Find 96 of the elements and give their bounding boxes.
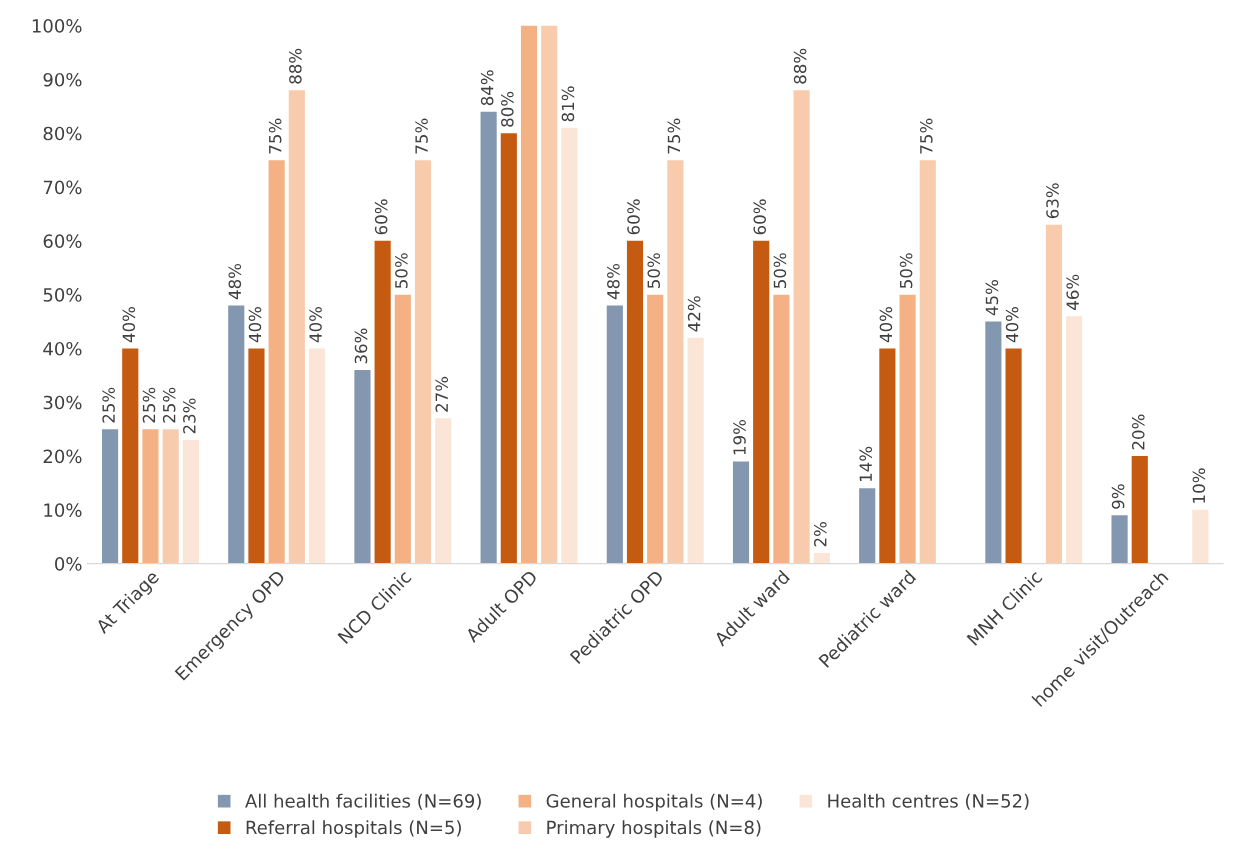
data-label: 75% [919,118,933,154]
bar [102,429,119,564]
data-label: 36% [354,328,368,364]
bar [541,25,558,564]
data-label: 25% [102,387,115,423]
data-label: 46% [1066,274,1079,310]
bar [480,111,497,564]
data-label: 23% [183,398,196,434]
data-label: 84% [480,70,494,106]
data-label: 50% [773,253,787,288]
bar [985,321,1002,564]
data-label: 40% [309,306,322,343]
data-label: 25% [162,387,176,423]
bar [1045,224,1063,564]
data-label: 75% [268,118,282,154]
bar [1192,509,1209,564]
data-label: 50% [395,253,408,288]
bar [288,90,305,564]
bar [687,337,704,564]
data-label: 19% [733,419,746,455]
bar [394,294,411,564]
y-tick-label: 100% [32,19,82,33]
bar [647,294,664,564]
bar [1131,456,1148,564]
bar [414,160,432,564]
data-label: 45% [985,280,999,316]
bar [520,25,538,564]
bar [793,90,810,564]
bar [879,348,896,564]
y-tick-label: 40% [43,341,82,356]
bar [919,160,936,564]
bar [732,461,750,564]
bar [374,240,391,564]
y-tick-label: 50% [43,288,82,302]
y-tick-label: 90% [43,72,82,87]
data-label: 60% [627,199,640,235]
legend-label: Referral hospitals (N=5) [246,820,461,838]
bar [435,418,452,564]
data-label: 88% [289,48,302,84]
data-label: 25% [142,387,156,423]
bar [268,160,285,564]
legend-label: All health facilities (N=69) [245,793,481,810]
bar [354,369,371,564]
data-label: 40% [879,306,893,343]
data-label: 48% [607,263,620,300]
legend-label: Primary hospitals (N=8) [547,820,761,838]
data-label: 60% [753,199,767,235]
data-label: 50% [647,253,661,288]
bar [1005,348,1022,564]
y-tick-label: 20% [43,449,82,464]
data-label: 9% [1111,484,1125,509]
bar [228,305,245,564]
y-tick-label: 60% [43,234,82,248]
data-label: 63% [1046,183,1059,219]
data-label: 80% [501,91,514,127]
y-tick-label: 0% [55,557,82,571]
data-label: 88% [793,48,807,84]
data-label: 14% [859,446,873,482]
data-label: 81% [561,86,575,122]
bar [162,429,179,564]
bar [308,348,326,564]
data-label: 50% [899,253,913,288]
data-label: 42% [687,296,701,332]
bar [606,305,623,564]
y-tick-label: 10% [44,503,82,517]
bar [1111,515,1128,564]
bar [1066,316,1083,564]
legend-label: Health centres (N=52) [828,793,1029,810]
data-label: 27% [435,376,449,412]
bar [561,127,578,564]
data-label: 40% [1005,306,1019,343]
legend-label: General hospitals (N=4) [546,793,762,812]
data-label: 60% [374,199,388,235]
bar [753,240,770,564]
bar [500,133,517,564]
data-label: 40% [248,306,262,343]
y-tick-label: 70% [43,180,82,195]
y-tick-label: 30% [43,395,82,410]
data-label: 48% [228,263,242,300]
data-label: 75% [667,118,681,154]
bar [899,294,916,564]
bar [813,552,830,564]
bar [248,348,265,564]
data-label: 2% [814,521,827,547]
data-label: 10% [1192,468,1206,503]
data-label: 75% [415,118,428,154]
data-label: 20% [1131,414,1145,450]
bar [859,488,876,564]
bar [142,429,159,564]
bar [122,348,139,564]
y-tick-label: 80% [43,126,82,141]
bar [773,294,790,564]
bar [182,439,199,564]
data-label: 40% [122,306,136,343]
bar [626,240,644,564]
bar [667,160,684,564]
